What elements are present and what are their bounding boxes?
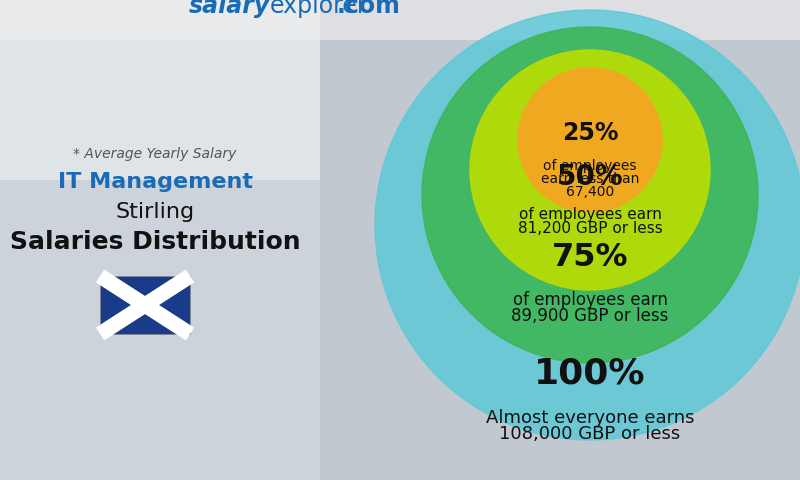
Text: Stirling: Stirling [115,202,194,222]
Text: 89,900 GBP or less: 89,900 GBP or less [511,307,669,325]
Text: salary: salary [189,0,270,18]
Text: earn less than: earn less than [541,172,639,186]
Text: 81,200 GBP or less: 81,200 GBP or less [518,221,662,236]
Text: Almost everyone earns: Almost everyone earns [486,409,694,427]
Text: 108,000 GBP or less: 108,000 GBP or less [499,425,681,443]
Text: of employees earn: of employees earn [518,207,662,222]
Bar [100,276,190,334]
Text: explorer: explorer [270,0,368,18]
Text: .com: .com [337,0,401,18]
Circle shape [422,27,758,363]
Text: 25%: 25% [562,121,618,145]
Text: of employees: of employees [543,159,637,173]
Text: Salaries Distribution: Salaries Distribution [10,230,300,254]
Circle shape [375,10,800,440]
Text: 100%: 100% [534,357,646,391]
Circle shape [518,68,662,212]
Text: 67,400: 67,400 [566,185,614,199]
Circle shape [470,50,710,290]
Bar [320,0,800,480]
Bar [0,0,320,180]
Text: of employees earn: of employees earn [513,291,667,309]
Text: 50%: 50% [557,163,623,191]
Bar [0,0,800,40]
Text: 75%: 75% [552,242,628,273]
Text: IT Management: IT Management [58,172,253,192]
Text: * Average Yearly Salary: * Average Yearly Salary [74,147,237,161]
